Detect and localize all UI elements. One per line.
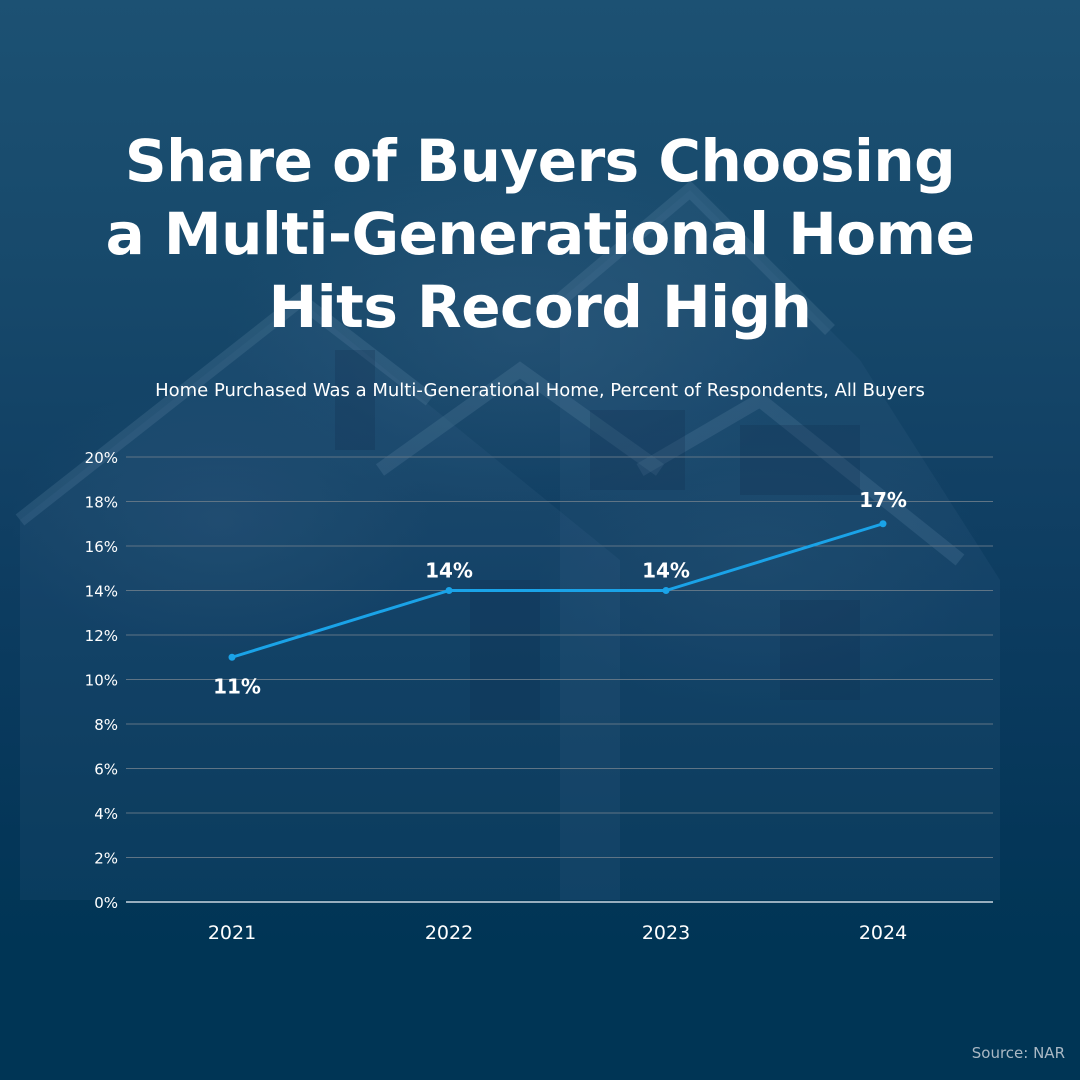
title-line-1: Share of Buyers Choosing bbox=[124, 127, 956, 195]
x-tick-label: 2021 bbox=[208, 922, 256, 944]
data-point-marker bbox=[228, 653, 236, 661]
data-label: 14% bbox=[425, 559, 473, 583]
y-tick-label: 12% bbox=[85, 627, 118, 645]
data-label: 17% bbox=[859, 488, 907, 512]
data-labels: 11% 14% 14% 17% bbox=[213, 488, 907, 699]
data-label: 11% bbox=[213, 674, 261, 698]
data-point-marker bbox=[445, 587, 453, 594]
y-tick-label: 18% bbox=[85, 494, 118, 512]
data-point-marker bbox=[879, 520, 887, 528]
gridlines bbox=[126, 456, 993, 903]
chart-title: Share of Buyers Choosing a Multi-Generat… bbox=[0, 125, 1080, 344]
title-line-3: Hits Record High bbox=[268, 273, 812, 341]
y-tick-label: 14% bbox=[85, 583, 118, 601]
x-tick-label: 2022 bbox=[425, 922, 473, 944]
series-line bbox=[231, 522, 884, 659]
data-series bbox=[228, 520, 887, 661]
source-note: Source: NAR bbox=[971, 1044, 1065, 1062]
title-line-2: a Multi-Generational Home bbox=[105, 200, 975, 268]
y-tick-label: 16% bbox=[85, 538, 118, 556]
y-tick-label: 2% bbox=[94, 850, 118, 868]
y-tick-label: 20% bbox=[85, 449, 118, 467]
data-label: 14% bbox=[642, 559, 690, 583]
y-tick-label: 10% bbox=[85, 672, 118, 690]
x-tick-label: 2023 bbox=[642, 922, 690, 944]
y-tick-label: 8% bbox=[94, 716, 118, 734]
data-point-marker bbox=[662, 587, 670, 594]
chart-subtitle: Home Purchased Was a Multi-Generational … bbox=[155, 380, 925, 401]
x-axis-ticks: 2021 2022 2023 2024 bbox=[208, 922, 907, 944]
x-tick-label: 2024 bbox=[859, 922, 907, 944]
y-tick-label: 4% bbox=[94, 805, 118, 823]
y-axis-ticks: 0% 2% 4% 6% 8% 10% 12% 14% 16% 18% 20% bbox=[85, 449, 118, 912]
y-tick-label: 6% bbox=[94, 761, 118, 779]
y-tick-label: 0% bbox=[94, 894, 118, 912]
